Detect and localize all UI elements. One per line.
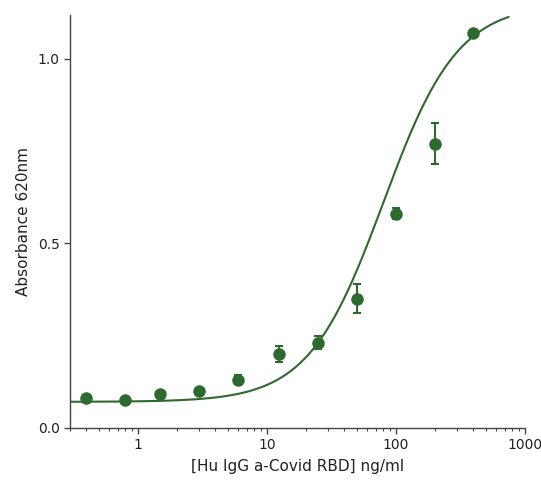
Y-axis label: Absorbance 620nm: Absorbance 620nm	[16, 147, 31, 295]
X-axis label: [Hu IgG a-Covid RBD] ng/ml: [Hu IgG a-Covid RBD] ng/ml	[191, 459, 404, 474]
